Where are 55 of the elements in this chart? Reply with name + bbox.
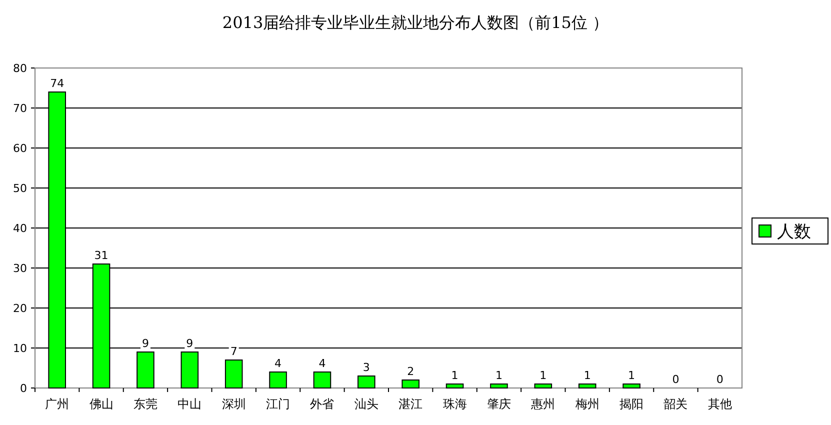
data-label: 74 <box>50 77 64 90</box>
data-label: 4 <box>274 357 282 370</box>
x-tick-label: 肇庆 <box>486 397 511 411</box>
x-tick-label: 广州 <box>45 397 70 411</box>
y-tick-label: 60 <box>13 142 27 155</box>
x-tick-label: 珠海 <box>442 397 467 411</box>
x-tick-label: 江门 <box>266 397 290 411</box>
x-tick-label: 中山 <box>178 397 202 411</box>
chart-title: 2013届给排专业毕业生就业地分布人数图（前15位 ） <box>222 13 609 32</box>
x-tick-label: 深圳 <box>222 397 246 411</box>
x-tick-label: 揭阳 <box>620 397 644 411</box>
data-label: 4 <box>318 357 326 370</box>
bar <box>136 352 154 388</box>
bar <box>490 384 508 388</box>
x-tick-label: 外省 <box>310 397 334 411</box>
data-label: 1 <box>628 369 636 382</box>
y-tick-label: 50 <box>13 182 27 195</box>
data-label: 2 <box>407 365 414 378</box>
bar <box>446 384 464 388</box>
legend-label: 人数 <box>777 222 811 242</box>
y-tick-label: 80 <box>13 62 27 75</box>
x-tick-label: 其他 <box>708 397 732 411</box>
y-tick-label: 40 <box>13 222 27 235</box>
data-label: 31 <box>94 249 108 262</box>
bar <box>269 372 287 388</box>
bar <box>180 352 199 388</box>
data-label: 0 <box>716 373 724 386</box>
bar <box>358 376 376 388</box>
bar <box>224 360 243 388</box>
y-tick-label: 70 <box>13 102 27 115</box>
data-label: 1 <box>584 369 591 382</box>
x-tick-label: 梅州 <box>574 397 600 411</box>
bar <box>313 372 332 388</box>
y-tick-label: 10 <box>13 342 27 355</box>
data-label: 0 <box>672 373 680 386</box>
data-label: 7 <box>230 345 238 358</box>
y-tick-label: 20 <box>13 302 27 315</box>
y-tick-label: 0 <box>20 382 27 395</box>
data-label: 1 <box>451 369 458 382</box>
x-tick-label: 东莞 <box>133 397 158 411</box>
data-label: 1 <box>540 369 547 382</box>
x-tick-label: 韶关 <box>664 397 688 411</box>
bar <box>622 384 640 388</box>
x-tick-label: 佛山 <box>89 397 114 411</box>
x-tick-label: 湛江 <box>398 397 423 411</box>
bar <box>402 380 420 388</box>
data-label: 3 <box>362 361 370 374</box>
bar <box>534 384 552 388</box>
data-label: 9 <box>142 337 149 350</box>
bar <box>578 384 596 388</box>
y-tick-label: 30 <box>13 262 27 275</box>
x-tick-label: 汕头 <box>354 397 378 411</box>
data-label: 9 <box>186 337 194 350</box>
x-tick-label: 惠州 <box>530 397 556 411</box>
data-label: 1 <box>495 369 502 382</box>
